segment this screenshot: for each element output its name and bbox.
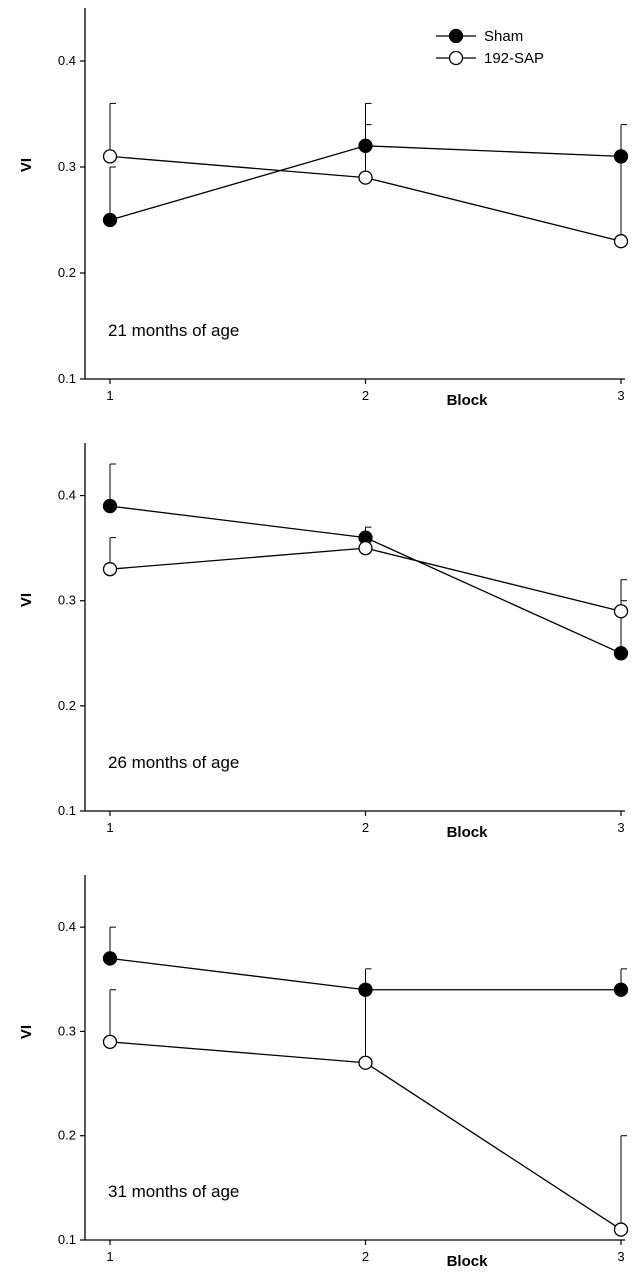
data-point: [102, 212, 118, 228]
y-tick-label: 0.4: [58, 53, 76, 68]
data-point: [613, 604, 629, 619]
x-tick-label: 2: [362, 388, 369, 403]
legend-label: 192-SAP: [484, 50, 544, 67]
y-tick-label: 0.3: [58, 1023, 76, 1038]
legend-marker: [448, 28, 464, 44]
chart-panel-2: 0.1 0.2 0.3 0.4 1 2 3 Block VI 26 months of age: [18, 443, 629, 841]
x-tick-label: 3: [617, 388, 624, 403]
data-point: [613, 982, 629, 997]
y-tick-label: 0.2: [58, 698, 76, 713]
data-point: [102, 562, 118, 577]
series-192-sap: [102, 537, 629, 619]
data-point: [102, 951, 118, 966]
y-tick-label: 0.3: [58, 593, 76, 608]
y-tick-label: 0.2: [58, 1128, 76, 1143]
series-line: [109, 547, 622, 612]
y-tick-label: 0.2: [58, 265, 76, 280]
x-axis-label: Block: [447, 824, 489, 841]
data-point: [613, 646, 629, 661]
panel-annotation: 31 months of age: [108, 1182, 239, 1201]
x-tick-label: 1: [106, 388, 113, 403]
data-point: [613, 1222, 629, 1237]
chart-panel-3: 0.1 0.2 0.3 0.4 1 2 3 Block VI 31 months of age: [18, 875, 629, 1270]
x-tick-label: 1: [106, 1249, 113, 1264]
y-axis-label: VI: [18, 158, 35, 172]
y-tick-label: 0.4: [58, 919, 76, 934]
series-line: [109, 1041, 622, 1231]
y-axis-label: VI: [18, 1025, 35, 1039]
series-192-sap: [102, 989, 629, 1237]
x-tick-label: 3: [617, 1249, 624, 1264]
legend: Sham 192-SAP: [436, 28, 544, 67]
series-192-sap: [102, 102, 629, 249]
y-tick-label: 0.1: [58, 371, 76, 386]
y-tick-label: 0.1: [58, 1232, 76, 1247]
data-point: [102, 498, 118, 514]
data-point: [613, 234, 629, 249]
series-sham: [102, 463, 629, 661]
x-axis-label: Block: [447, 1253, 489, 1270]
x-axis-label: Block: [447, 392, 489, 409]
x-tick-label: 2: [362, 820, 369, 835]
x-tick-label: 3: [617, 820, 624, 835]
panel-annotation: 21 months of age: [108, 321, 239, 340]
y-tick-label: 0.3: [58, 159, 76, 174]
legend-marker: [448, 50, 464, 66]
series-sham: [102, 926, 629, 997]
legend-label: Sham: [484, 28, 523, 45]
data-point: [358, 540, 373, 556]
chart-panel-1: 0.1 0.2 0.3 0.4 1 2 3 Block VI 21 months of age Sh…: [18, 8, 629, 409]
x-tick-label: 2: [362, 1249, 369, 1264]
data-point: [358, 1055, 373, 1070]
x-tick-label: 1: [106, 820, 113, 835]
data-point: [102, 1034, 118, 1050]
data-point: [102, 149, 118, 164]
y-tick-label: 0.1: [58, 803, 76, 818]
data-point: [358, 170, 373, 185]
y-axis-label: VI: [18, 593, 35, 607]
y-tick-label: 0.4: [58, 488, 76, 503]
panel-annotation: 26 months of age: [108, 753, 239, 772]
